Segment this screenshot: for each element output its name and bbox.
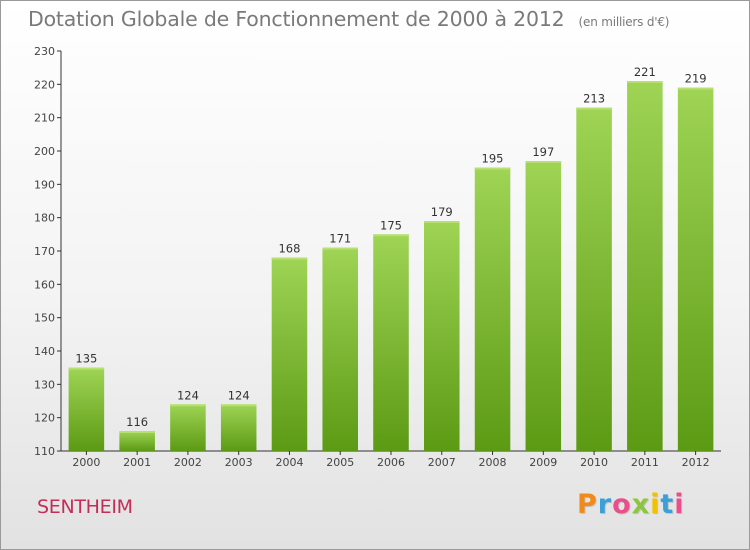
bar-highlight-2012 <box>677 87 714 90</box>
x-tick-label-2008: 2008 <box>479 456 507 469</box>
bar-highlight-2010 <box>576 107 612 110</box>
y-tick-label: 180 <box>34 212 55 225</box>
data-label-2012: 219 <box>685 72 707 86</box>
bar-2006 <box>373 234 409 451</box>
y-tick-label: 140 <box>34 345 55 358</box>
bar-highlight-2001 <box>119 431 155 433</box>
bar-2008 <box>474 167 511 451</box>
x-tick-label-2006: 2006 <box>377 456 405 469</box>
y-tick-label: 200 <box>34 145 55 158</box>
logo-letter-3: x <box>631 489 651 520</box>
data-label-2011: 221 <box>634 65 656 79</box>
bar-2011 <box>627 81 663 451</box>
bar-highlight-2000 <box>68 367 105 370</box>
data-label-2007: 179 <box>431 205 453 219</box>
data-label-2002: 124 <box>177 388 199 402</box>
bar-2010 <box>576 107 612 452</box>
data-label-2008: 195 <box>482 152 504 166</box>
y-tick-label: 210 <box>34 112 55 125</box>
y-tick-label: 190 <box>34 178 55 191</box>
bar-2002 <box>170 404 206 451</box>
data-labels: 135 116 124 124 168 171 175 179 195 197 213 221 219 <box>75 65 706 429</box>
logo-letter-2: o <box>612 489 632 520</box>
chart-unit: (en milliers d'€) <box>578 15 670 29</box>
data-label-2003: 124 <box>228 388 250 402</box>
bar-highlight-2007 <box>424 221 460 223</box>
y-tick-label: 220 <box>34 78 55 91</box>
bar-2007 <box>424 221 460 451</box>
x-tick-label-2011: 2011 <box>631 456 659 469</box>
bar-2000 <box>68 367 105 451</box>
x-tick-label-2001: 2001 <box>123 456 151 469</box>
bar-2005 <box>322 247 358 451</box>
data-label-2009: 197 <box>532 145 554 159</box>
logo-letter-1: r <box>597 489 613 520</box>
bar-highlight-2003 <box>220 404 257 407</box>
data-label-2005: 171 <box>329 232 351 246</box>
y-tick-label: 110 <box>34 445 55 458</box>
bar-2001 <box>119 431 155 451</box>
bars <box>68 81 714 452</box>
data-label-2006: 175 <box>380 218 402 232</box>
bar-highlight-2009 <box>525 161 562 163</box>
x-tick-label-2007: 2007 <box>428 456 456 469</box>
x-tick-label-2002: 2002 <box>174 456 202 469</box>
y-tick-label: 230 <box>34 45 55 58</box>
data-label-2001: 116 <box>126 415 148 429</box>
bar-highlight-2011 <box>627 81 663 83</box>
x-tick-label-2012: 2012 <box>682 456 710 469</box>
chart-title: Dotation Globale de Fonctionnement de 20… <box>28 7 669 31</box>
y-tick-label: 130 <box>34 378 55 391</box>
commune-name: SENTHEIM <box>37 496 133 518</box>
logo-letter-4: i <box>650 489 661 520</box>
bar-2012 <box>677 87 714 452</box>
y-axis: 110 120 130 140 150 160 170 180 190 200 210 220 230 <box>34 45 62 458</box>
y-tick-label: 170 <box>34 245 55 258</box>
x-tick-label-2010: 2010 <box>580 456 608 469</box>
proxiti-logo[interactable]: Proxiti <box>577 489 685 520</box>
y-tick-label: 150 <box>34 312 55 325</box>
y-tick-label: 120 <box>34 412 55 425</box>
x-tick-label-2005: 2005 <box>326 456 354 469</box>
bar-highlight-2005 <box>322 247 358 250</box>
bar-2009 <box>525 161 562 451</box>
logo-letter-6: i <box>674 489 685 520</box>
bar-2004 <box>271 257 308 451</box>
logo-letter-5: t <box>660 489 675 520</box>
x-tick-label-2000: 2000 <box>72 456 100 469</box>
x-axis: 2000 2001 2002 2003 2004 2005 2006 2007 2008 2009… <box>61 450 721 469</box>
x-tick-label-2003: 2003 <box>225 456 253 469</box>
y-tick-label: 160 <box>34 278 55 291</box>
data-label-2000: 135 <box>75 352 97 366</box>
x-tick-label-2004: 2004 <box>275 456 303 469</box>
x-tick-label-2009: 2009 <box>529 456 557 469</box>
logo-letter-0: P <box>577 489 598 520</box>
bar-highlight-2006 <box>373 234 409 237</box>
bar-highlight-2004 <box>271 257 308 260</box>
bar-highlight-2002 <box>170 404 206 407</box>
data-label-2004: 168 <box>278 242 300 256</box>
data-label-2010: 213 <box>583 92 605 106</box>
bar-highlight-2008 <box>474 167 511 170</box>
bar-2003 <box>220 404 257 451</box>
chart-title-text: Dotation Globale de Fonctionnement de 20… <box>28 7 565 31</box>
